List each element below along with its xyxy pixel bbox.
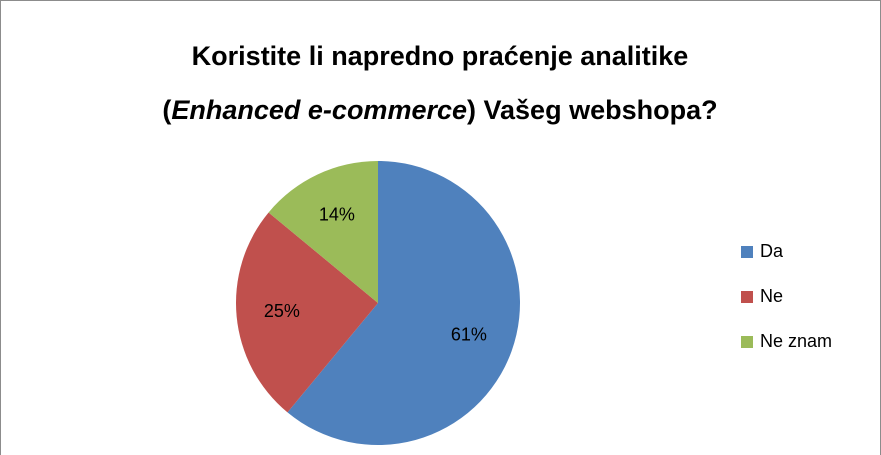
legend-swatch	[741, 291, 753, 303]
legend-label: Ne znam	[760, 331, 832, 351]
data-label: 61%	[451, 324, 487, 344]
legend-label: Da	[760, 241, 784, 261]
legend-label: Ne	[760, 286, 783, 306]
pie-slice	[268, 161, 378, 303]
chart-title: Koristite li napredno praćenje analitike	[192, 41, 689, 71]
legend-swatch	[741, 246, 753, 258]
legend-swatch	[741, 336, 753, 348]
data-label: 14%	[319, 204, 355, 224]
chart-title: (Enhanced e-commerce) Vašeg webshopa?	[162, 95, 717, 125]
chart-title: (	[162, 95, 171, 125]
chart-title: Enhanced e-commerce	[171, 95, 467, 125]
pie-slice	[287, 161, 520, 445]
chart-title: ) Vašeg webshopa?	[467, 95, 718, 125]
data-label: 25%	[264, 301, 300, 321]
pie-slice	[236, 212, 378, 413]
